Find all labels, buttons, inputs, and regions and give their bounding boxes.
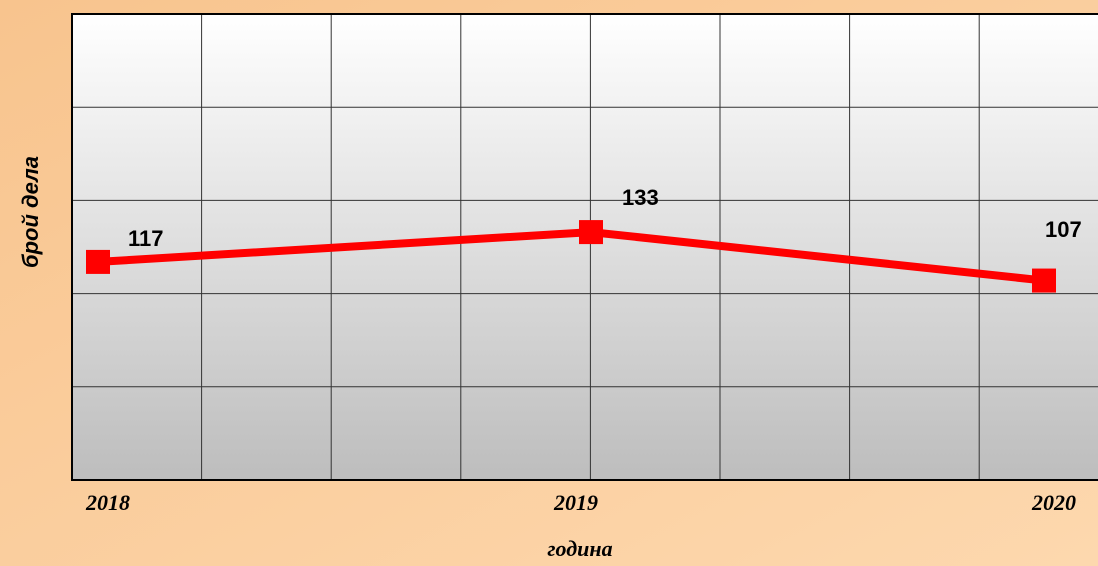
data-label: 117	[128, 226, 164, 251]
data-label: 133	[622, 185, 659, 210]
x-tick-label: 2019	[553, 490, 598, 515]
data-label: 107	[1045, 217, 1082, 242]
marker	[86, 249, 110, 274]
plot-frame	[71, 13, 1098, 481]
x-tick-label: 2018	[85, 490, 130, 515]
y-axis-label: брой дела	[18, 156, 43, 268]
marker	[579, 220, 603, 245]
x-tick-label: 2020	[1031, 490, 1076, 515]
plot-area	[72, 14, 1098, 480]
x-axis-label: година	[547, 536, 612, 561]
marker	[1032, 268, 1056, 293]
